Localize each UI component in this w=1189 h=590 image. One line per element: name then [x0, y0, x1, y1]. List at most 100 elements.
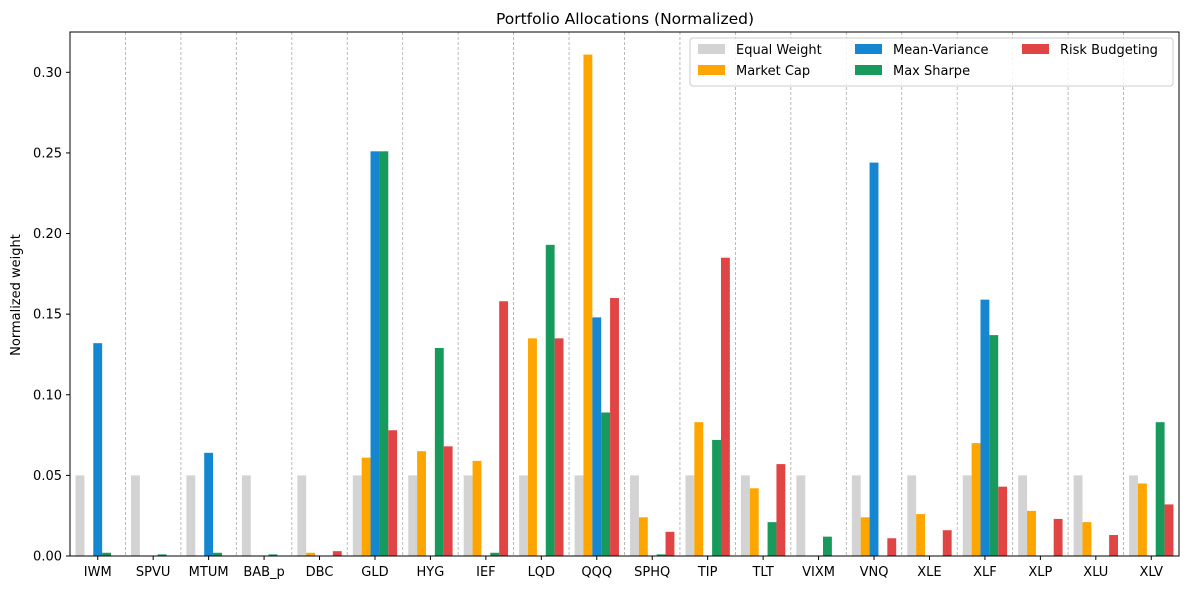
bar: [989, 335, 999, 556]
bar: [554, 338, 564, 556]
x-tick-label: SPHQ: [634, 565, 670, 580]
bar: [186, 475, 196, 556]
legend-box: [689, 37, 1174, 87]
bar: [942, 530, 952, 556]
x-tick-label: IWM: [84, 565, 112, 580]
bar: [776, 464, 786, 556]
bar: [213, 552, 222, 556]
x-tick-label: TLT: [751, 565, 773, 580]
bar: [1164, 504, 1174, 556]
bar: [241, 475, 251, 556]
bar: [157, 554, 167, 556]
bar: [656, 554, 666, 556]
bar: [434, 348, 444, 556]
y-tick-label: 0.00: [33, 550, 62, 565]
legend-label: Risk Budgeting: [1060, 43, 1158, 58]
bar: [519, 475, 529, 556]
x-tick-label: XLP: [1028, 565, 1052, 580]
bar: [379, 151, 389, 556]
x-tick-label: QQQ: [581, 565, 612, 580]
axis-ticks: IWM SPVU MTUM BAB_p DBC GLD HYG IEF LQD QQQ SPHQ TI…: [33, 66, 1163, 580]
x-tick-label: TIP: [697, 565, 718, 580]
x-tick-label: MTUM: [189, 565, 229, 580]
x-tick-label: VNQ: [860, 565, 889, 580]
x-tick-label: HYG: [417, 565, 445, 580]
x-tick-label: LQD: [528, 565, 556, 580]
y-tick-label: 0.05: [33, 469, 62, 484]
bar: [370, 151, 380, 556]
x-tick-label: BAB_p: [243, 565, 284, 580]
bar: [268, 554, 278, 556]
bar: [130, 475, 140, 556]
x-tick-label: VIXM: [802, 565, 835, 580]
plot-frame: [69, 31, 1180, 557]
bar: [297, 475, 307, 556]
y-axis-label: Normalized weight: [9, 234, 24, 356]
bar: [583, 54, 593, 557]
bar: [694, 422, 704, 556]
bar: [408, 475, 418, 556]
legend-swatch: [855, 44, 882, 54]
y-tick-label: 0.30: [33, 66, 62, 81]
bar: [472, 460, 482, 556]
bar: [971, 443, 981, 556]
bar: [749, 488, 759, 556]
legend-swatch: [698, 44, 725, 54]
legend-swatch: [1022, 44, 1049, 54]
x-tick-label: XLU: [1083, 565, 1108, 580]
y-tick-label: 0.15: [33, 308, 62, 323]
bar: [962, 475, 972, 556]
x-tick-label: IEF: [476, 565, 496, 580]
bar: [851, 475, 861, 556]
bar: [490, 552, 500, 556]
bar: [204, 452, 214, 556]
x-tick-label: GLD: [361, 565, 388, 580]
x-tick-label: XLE: [917, 565, 941, 580]
bar: [1073, 475, 1083, 556]
grid-lines: [69, 32, 1180, 556]
bar: [796, 475, 806, 556]
bar: [630, 475, 639, 556]
bar: [907, 475, 917, 556]
bar: [306, 552, 316, 556]
bar: [740, 475, 750, 556]
legend-label: Mean-Variance: [893, 43, 989, 58]
y-tick-label: 0.25: [33, 146, 62, 161]
x-tick-label: SPVU: [136, 565, 171, 580]
bar: [499, 301, 509, 556]
legend-label: Max Sharpe: [893, 64, 970, 79]
bar: [388, 430, 398, 556]
bar: [665, 531, 675, 556]
legend-swatch: [855, 65, 882, 75]
bar: [352, 475, 362, 556]
bar: [75, 475, 85, 556]
bar: [610, 298, 619, 556]
bar: [1109, 535, 1119, 556]
bar: [1053, 518, 1063, 556]
bar: [361, 457, 371, 556]
bar: [574, 475, 584, 556]
bar: [720, 257, 730, 556]
bar: [767, 522, 777, 556]
bar: [545, 244, 555, 556]
legend-label: Market Cap: [736, 64, 810, 79]
bar: [528, 338, 537, 556]
bars: [75, 54, 1174, 557]
bar: [102, 552, 112, 556]
bar: [1082, 522, 1092, 556]
chart-title: Portfolio Allocations (Normalized): [496, 10, 754, 28]
bar: [860, 517, 870, 556]
x-tick-label: XLV: [1139, 565, 1163, 580]
bar: [601, 412, 611, 556]
bar: [998, 486, 1008, 556]
bar: [685, 475, 695, 556]
bar: [1018, 475, 1028, 556]
bar: [823, 536, 832, 556]
bar: [916, 514, 926, 556]
bar: [1129, 475, 1138, 556]
x-tick-label: XLF: [973, 565, 997, 580]
bar: [1155, 422, 1165, 556]
bar: [463, 475, 473, 556]
bar: [1027, 510, 1036, 556]
